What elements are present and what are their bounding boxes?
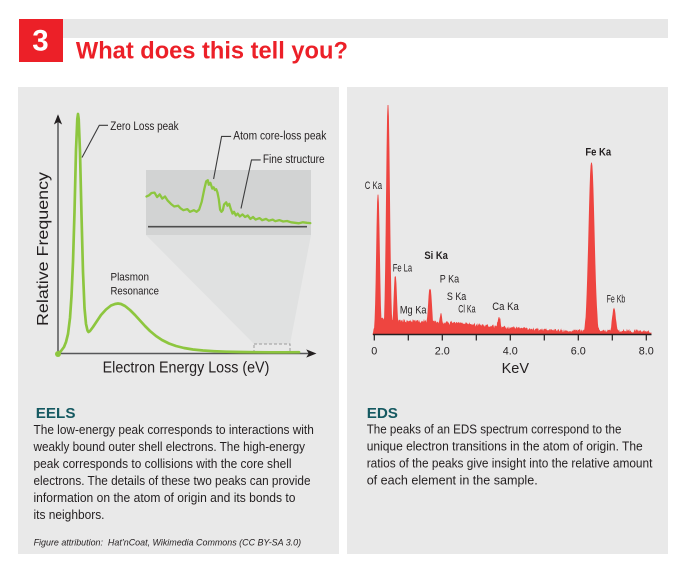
svg-text:6.0: 6.0 (571, 345, 586, 357)
svg-text:8.0: 8.0 (639, 345, 654, 357)
svg-text:EDS: EDS (367, 405, 398, 422)
svg-text:Mg Ka: Mg Ka (400, 304, 427, 316)
svg-text:weakly bound outer shell elect: weakly bound outer shell electrons. The … (33, 439, 306, 454)
svg-text:4.0: 4.0 (503, 345, 518, 357)
svg-text:S Ka: S Ka (447, 291, 467, 303)
svg-text:Cl Ka: Cl Ka (458, 303, 476, 315)
svg-text:The peaks of an EDS spectrum c: The peaks of an EDS spectrum correspond … (367, 421, 622, 436)
svg-text:KeV: KeV (502, 361, 530, 377)
svg-text:peak corresponds to collisions: peak corresponds to collisions with the … (34, 456, 292, 471)
svg-text:0: 0 (371, 345, 377, 357)
svg-text:Zero Loss peak: Zero Loss peak (110, 121, 179, 133)
svg-text:The low-energy peak correspond: The low-energy peak corresponds to inter… (34, 422, 314, 437)
svg-text:its neighbors.: its neighbors. (34, 507, 105, 522)
svg-text:Ca Ka: Ca Ka (492, 301, 519, 313)
svg-text:Plasmon: Plasmon (111, 272, 150, 284)
svg-text:electrons. The details of thes: electrons. The details of these two peak… (34, 473, 311, 488)
svg-text:C Ka: C Ka (365, 180, 383, 192)
svg-text:Fe Ka: Fe Ka (585, 146, 611, 158)
svg-text:2.0: 2.0 (435, 345, 450, 357)
svg-text:What does this tell you?: What does this tell you? (76, 37, 348, 64)
svg-text:Relative Frequency: Relative Frequency (35, 172, 52, 326)
svg-text:of each element in the sample.: of each element in the sample. (367, 473, 538, 488)
svg-text:Fine structure: Fine structure (263, 154, 325, 166)
svg-text:EELS: EELS (36, 405, 76, 422)
svg-text:Atom core-loss peak: Atom core-loss peak (233, 131, 326, 143)
svg-text:Si Ka: Si Ka (424, 250, 448, 262)
svg-text:ratios of the peaks give insig: ratios of the peaks give insight into th… (367, 456, 653, 471)
svg-text:Fe La: Fe La (393, 263, 413, 275)
svg-text:Resonance: Resonance (111, 286, 159, 298)
svg-text:Figure attribution: Hat’nCoat: Figure attribution: Hat’nCoat, Wikimedia… (34, 538, 302, 548)
svg-text:Electron Energy Loss (eV): Electron Energy Loss (eV) (103, 360, 270, 377)
svg-text:P Ka: P Ka (440, 274, 460, 286)
svg-text:information on the atom of ori: information on the atom of origin and it… (34, 490, 296, 505)
svg-text:3: 3 (32, 25, 48, 58)
svg-text:unique electron transitions in: unique electron transitions in the atom … (367, 439, 643, 454)
svg-text:Fe Kb: Fe Kb (607, 293, 626, 305)
